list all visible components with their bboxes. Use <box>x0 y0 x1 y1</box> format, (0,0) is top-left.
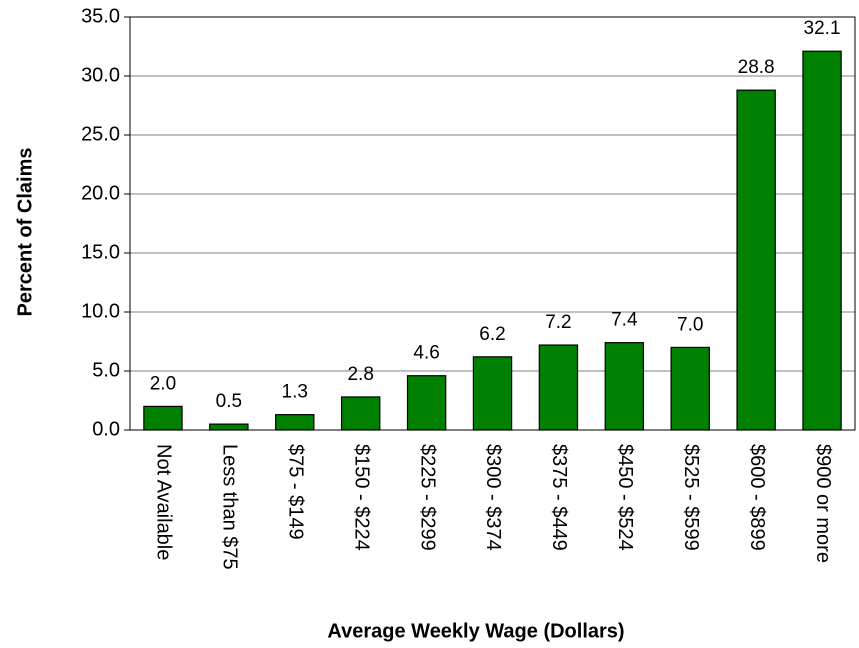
data-label: 0.5 <box>216 391 242 412</box>
y-axis-title: Percent of Claims <box>14 148 36 317</box>
bar <box>802 50 842 431</box>
x-tick-label: Less than $75 <box>219 444 241 570</box>
data-label: 32.1 <box>804 18 841 39</box>
x-tick-label: $600 - $899 <box>746 444 768 551</box>
data-label: 7.0 <box>677 314 703 335</box>
data-label: 2.8 <box>347 364 373 385</box>
x-tick-label: $525 - $599 <box>680 444 702 551</box>
y-tick-label: 0.0 <box>92 418 120 440</box>
bar <box>472 356 513 431</box>
x-tick-label: $225 - $299 <box>416 444 438 551</box>
data-label: 2.0 <box>150 373 176 394</box>
data-label: 7.4 <box>611 310 638 331</box>
data-label: 28.8 <box>738 57 775 78</box>
x-tick-label: $450 - $524 <box>614 444 636 551</box>
x-tick-label: $375 - $449 <box>548 444 570 551</box>
y-tick-label: 35.0 <box>81 5 120 27</box>
x-tick-label: $300 - $374 <box>482 444 504 551</box>
bar <box>406 375 447 431</box>
data-label: 7.2 <box>545 312 571 333</box>
y-tick-label: 25.0 <box>81 123 120 145</box>
bar <box>670 346 710 431</box>
x-axis-title: Average Weekly Wage (Dollars) <box>327 620 624 642</box>
y-tick-label: 10.0 <box>81 300 120 322</box>
bar <box>209 423 249 431</box>
bar <box>736 89 776 431</box>
bar <box>275 414 315 431</box>
y-tick-label: 20.0 <box>81 182 120 204</box>
bar <box>340 396 381 431</box>
y-tick-label: 5.0 <box>92 359 120 381</box>
y-tick-label: 15.0 <box>81 241 120 263</box>
bar <box>538 344 579 431</box>
bar <box>604 342 645 431</box>
x-tick-label: $900 or more <box>812 444 834 563</box>
data-label: 4.6 <box>413 343 439 364</box>
y-tick-label: 30.0 <box>81 64 120 86</box>
bar <box>143 405 183 431</box>
data-label: 1.3 <box>282 382 308 403</box>
data-label: 6.2 <box>479 324 505 345</box>
x-tick-label: $75 - $149 <box>284 444 306 540</box>
x-tick-label: $150 - $224 <box>350 444 372 551</box>
x-tick-label: Not Available <box>153 444 175 560</box>
